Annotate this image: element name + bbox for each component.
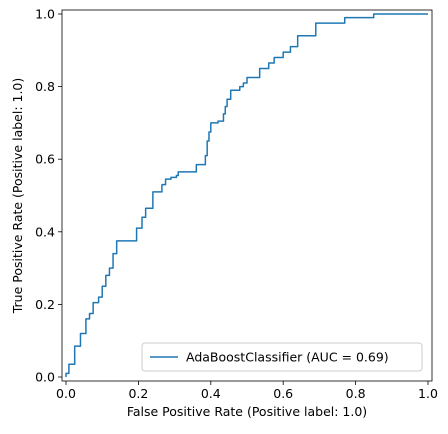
x-tick-label: 0.4 [201,386,221,401]
x-tick-label: 0.6 [273,386,293,401]
x-tick-label: 0.0 [56,386,76,401]
y-tick-label: 0.6 [35,152,55,167]
x-axis-label: False Positive Rate (Positive label: 1.0… [127,404,367,419]
x-tick-label: 0.2 [128,386,148,401]
y-tick-label: 0.2 [35,297,55,312]
y-tick-label: 0.0 [35,370,55,385]
y-tick-label: 0.8 [35,79,55,94]
x-tick-label: 1.0 [418,386,438,401]
ticks-layer: 0.0 0.2 0.4 0.6 0.8 1.0 0.0 0.2 0.4 0.6 0.8 1.0 [35,7,438,402]
roc-curve-line [65,13,428,377]
legend-label: AdaBoostClassifier (AUC = 0.69) [186,350,389,365]
x-tick-label: 0.8 [346,386,366,401]
legend-box [141,342,423,372]
axes-frame [61,9,433,382]
plot-layer [65,13,428,377]
y-axis-label: True Positive Rate (Positive label: 1.0) [10,78,25,315]
legend: AdaBoostClassifier (AUC = 0.69) [141,342,423,372]
y-tick-label: 0.4 [35,224,55,239]
y-tick-label: 1.0 [35,7,55,22]
